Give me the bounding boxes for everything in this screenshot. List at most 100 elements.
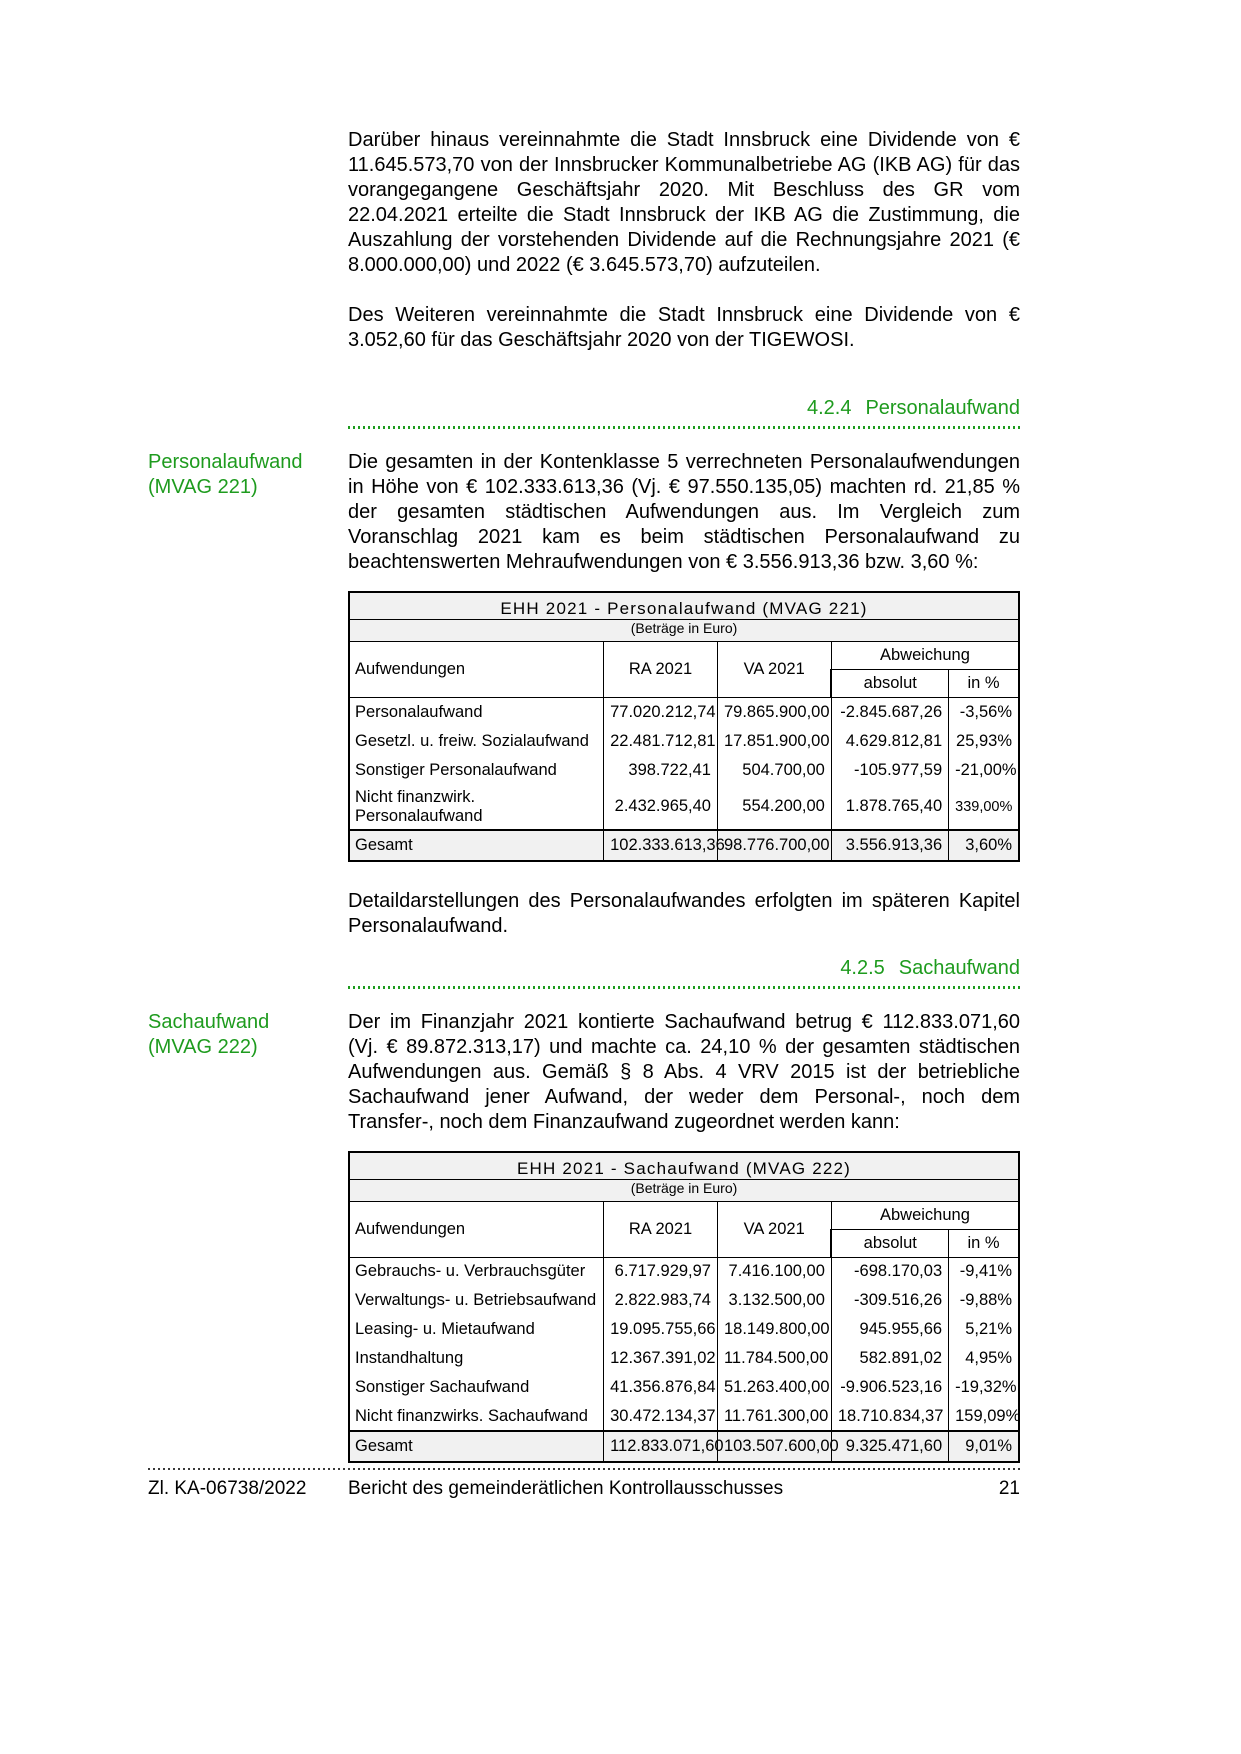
section-title: Personalaufwand: [865, 397, 1020, 419]
table-title-row: EHH 2021 - Personalaufwand (MVAG 221): [348, 591, 1020, 620]
dotted-rule: [348, 426, 1020, 429]
table-sachaufwand: EHH 2021 - Sachaufwand (MVAG 222) (Beträ…: [348, 1150, 1020, 1463]
paragraph-dividend-tigewosi-wrap: Des Weiteren vereinnahmte die Stadt Inns…: [348, 303, 1020, 353]
table-subheader-row: absolut in %: [349, 1228, 1020, 1258]
cell-va: 7.416.100,00: [716, 1257, 832, 1286]
cell-percent: -9,41%: [948, 1257, 1020, 1286]
section-heading-424: 4.2.4 Personalaufwand: [348, 396, 1020, 421]
page-footer: Zl. KA-06738/2022 Bericht des gemeinderä…: [148, 1468, 1020, 1500]
table-header-row: Aufwendungen RA 2021 VA 2021 Abweichung: [348, 641, 1020, 698]
margin-label-line: Sachaufwand: [148, 1010, 270, 1033]
column-header: Aufwendungen: [348, 641, 605, 698]
row-label: Gesetzl. u. freiw. Sozialaufwand: [348, 726, 605, 756]
cell-va: 103.507.600,00: [716, 1430, 839, 1463]
cell-absolut: 1.878.765,40: [830, 784, 950, 830]
cell-ra: 6.717.929,97: [603, 1257, 718, 1286]
paragraph-dividend-ikb: Darüber hinaus vereinnahmte die Stadt In…: [348, 129, 1020, 276]
table-subtitle-row: (Beträge in Euro): [348, 619, 1020, 642]
cell-va: 554.200,00: [716, 784, 832, 830]
cell-ra: 12.367.391,02: [603, 1344, 718, 1373]
row-label: Gebrauchs- u. Verbrauchsgüter: [348, 1257, 605, 1286]
cell-percent: 25,93%: [948, 726, 1020, 756]
table-row: Sonstiger Sachaufwand 41.356.876,84 51.2…: [348, 1373, 1020, 1402]
row-label: Verwaltungs- u. Betriebsaufwand: [348, 1286, 605, 1315]
paragraph-personalaufwand-wrap: Die gesamten in der Kontenklasse 5 verre…: [348, 450, 1020, 575]
table-row: Nicht finanzwirks. Sachaufwand 30.472.13…: [348, 1402, 1020, 1431]
cell-absolut: -105.977,59: [830, 755, 950, 785]
table-row: Nicht finanzwirk. Personalaufwand 2.432.…: [348, 784, 1020, 830]
cell-percent: 4,95%: [948, 1344, 1020, 1373]
table-row: Leasing- u. Mietaufwand 19.095.755,66 18…: [348, 1315, 1020, 1344]
margin-label-line: (MVAG 222): [148, 1035, 258, 1058]
table-row: Instandhaltung 12.367.391,02 11.784.500,…: [348, 1344, 1020, 1373]
cell-absolut: -698.170,03: [830, 1257, 950, 1286]
cell-ra: 102.333.613,36: [603, 828, 725, 861]
paragraph-dividend-ikb-wrap: Darüber hinaus vereinnahmte die Stadt In…: [348, 128, 1020, 278]
margin-label-personalaufwand: Personalaufwand (MVAG 221): [148, 450, 338, 500]
paragraph-dividend-tigewosi: Des Weiteren vereinnahmte die Stadt Inns…: [348, 304, 1020, 351]
margin-spacer: [148, 939, 348, 989]
cell-va: 51.263.400,00: [716, 1373, 832, 1402]
table-subtitle: (Beträge in Euro): [348, 619, 1020, 642]
footer-reference: Zl. KA-06738/2022: [148, 1478, 307, 1499]
column-header-group: Abweichung: [830, 1200, 1020, 1230]
table-total-row: Gesamt 102.333.613,36 98.776.700,00 3.55…: [348, 828, 1020, 861]
cell-absolut: 9.325.471,60: [830, 1430, 950, 1463]
cell-absolut: -309.516,26: [830, 1286, 950, 1315]
cell-va: 79.865.900,00: [716, 697, 832, 727]
column-header: Aufwendungen: [348, 1200, 605, 1258]
cell-va: 11.784.500,00: [716, 1344, 832, 1373]
cell-absolut: -2.845.687,26: [830, 697, 950, 727]
cell-percent: 339,00%: [948, 784, 1020, 830]
cell-ra: 22.481.712,81: [603, 726, 718, 756]
section-424: 4.2.4 Personalaufwand: [348, 396, 1020, 429]
table-personalaufwand-wrap: EHH 2021 - Personalaufwand (MVAG 221) (B…: [348, 591, 1020, 862]
column-header: RA 2021: [603, 641, 718, 698]
footer-dotted-rule: [148, 1468, 1020, 1470]
cell-ra: 41.356.876,84: [603, 1373, 718, 1402]
section-title: Sachaufwand: [898, 956, 1020, 979]
table-title: EHH 2021 - Personalaufwand (MVAG 221): [348, 591, 1020, 620]
margin-spacer: [148, 278, 348, 353]
column-header-group: Abweichung: [830, 641, 1020, 670]
column-header: absolut: [830, 669, 950, 698]
cell-absolut: 945.955,66: [830, 1315, 950, 1344]
table-subtitle-row: (Beträge in Euro): [348, 1178, 1020, 1202]
row-label: Sonstiger Sachaufwand: [348, 1373, 605, 1402]
table-row: Verwaltungs- u. Betriebsaufwand 2.822.98…: [348, 1286, 1020, 1315]
margin-spacer: [148, 1135, 348, 1464]
row-label: Nicht finanzwirks. Sachaufwand: [348, 1402, 605, 1431]
cell-ra: 112.833.071,60: [603, 1430, 724, 1463]
cell-percent: -9,88%: [948, 1286, 1020, 1315]
footer-right: Bericht des gemeinderätlichen Kontrollau…: [348, 1478, 1020, 1500]
footer-report-title: Bericht des gemeinderätlichen Kontrollau…: [348, 1478, 784, 1499]
cell-va: 11.761.300,00: [716, 1402, 832, 1431]
paragraph-sachaufwand: Der im Finanzjahr 2021 kontierte Sachauf…: [348, 1010, 1020, 1133]
column-header: absolut: [830, 1228, 950, 1258]
cell-absolut: 3.556.913,36: [830, 828, 950, 861]
row-label: Sonstiger Personalaufwand: [348, 755, 605, 785]
section-heading-425: 4.2.5 Sachaufwand: [348, 956, 1020, 981]
section-number: 4.2.5: [840, 956, 885, 979]
cell-percent: -21,00%: [948, 755, 1020, 785]
cell-percent: 159,09%: [948, 1402, 1020, 1431]
cell-va: 98.776.700,00: [716, 828, 832, 861]
table-title: EHH 2021 - Sachaufwand (MVAG 222): [348, 1151, 1020, 1180]
cell-percent: -19,32%: [948, 1373, 1020, 1402]
table-subheader-row: absolut in %: [349, 669, 1020, 698]
footer-row: Zl. KA-06738/2022 Bericht des gemeinderä…: [148, 1478, 1020, 1500]
table-personalaufwand: EHH 2021 - Personalaufwand (MVAG 221) (B…: [348, 591, 1020, 862]
margin-label-line: Personalaufwand: [148, 451, 303, 473]
margin-label-sachaufwand: Sachaufwand (MVAG 222): [148, 1010, 338, 1060]
row-label: Gesamt: [348, 1430, 605, 1463]
column-header: VA 2021: [716, 641, 832, 698]
paragraph-personalaufwand: Die gesamten in der Kontenklasse 5 verre…: [348, 451, 1020, 573]
section-number: 4.2.4: [806, 397, 852, 419]
margin-spacer: [148, 353, 348, 429]
paragraph-sachaufwand-wrap: Der im Finanzjahr 2021 kontierte Sachauf…: [348, 1010, 1020, 1135]
cell-percent: 5,21%: [948, 1315, 1020, 1344]
table-row: Sonstiger Personalaufwand 398.722,41 504…: [348, 755, 1020, 785]
cell-ra: 19.095.755,66: [603, 1315, 718, 1344]
table-title-row: EHH 2021 - Sachaufwand (MVAG 222): [348, 1151, 1020, 1180]
